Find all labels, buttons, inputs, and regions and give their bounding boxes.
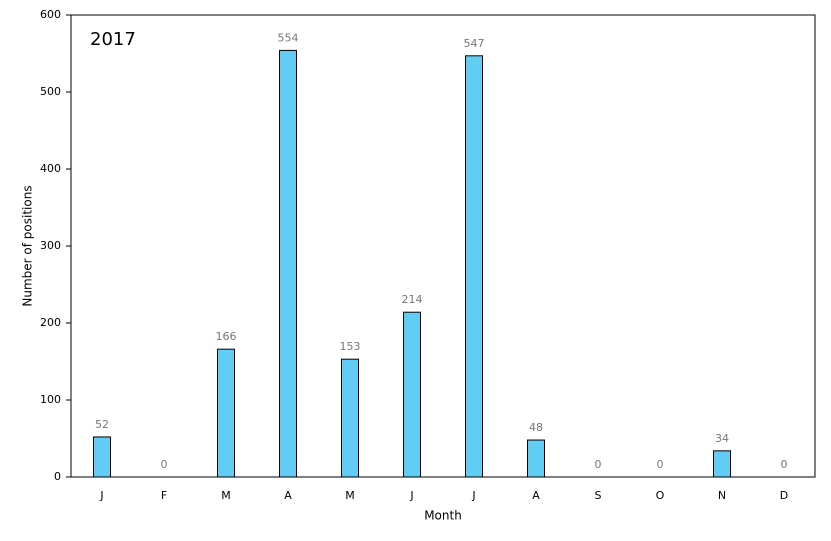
x-tick-label: M [221,489,231,502]
bar [217,348,235,478]
bar [341,358,359,478]
value-label: 166 [216,330,237,343]
y-tick-label: 100 [40,393,61,406]
x-tick-label: S [595,489,602,502]
x-tick-label: D [780,489,788,502]
x-tick-label: M [345,489,355,502]
bar [527,439,545,478]
y-tick-label: 200 [40,316,61,329]
y-tick-label: 300 [40,239,61,252]
value-label: 214 [402,293,423,306]
x-tick-label: O [656,489,665,502]
value-label: 34 [715,432,729,445]
x-tick-label: F [161,489,167,502]
y-tick-label: 500 [40,85,61,98]
y-axis-label: Number of positions [21,185,35,306]
plot-frame [70,14,816,478]
bar [279,49,297,478]
bar [465,55,483,478]
value-label: 0 [781,458,788,471]
value-label: 48 [529,421,543,434]
value-label: 554 [278,31,299,44]
bar [93,436,111,478]
value-label: 0 [595,458,602,471]
y-tick-label: 600 [40,8,61,21]
x-tick-label: J [409,489,413,502]
x-tick-label: J [471,489,475,502]
value-label: 52 [95,418,109,431]
value-label: 0 [161,458,168,471]
y-tick-label: 400 [40,162,61,175]
value-label: 547 [464,37,485,50]
x-tick-label: J [99,489,103,502]
x-tick-label: N [718,489,726,502]
bar [403,311,421,478]
bar [713,450,731,478]
value-label: 0 [657,458,664,471]
x-tick-label: A [532,489,540,502]
value-label: 153 [340,340,361,353]
x-axis-label: Month [424,509,462,523]
annotation: 2017 [90,29,136,50]
y-tick-label: 0 [54,470,61,483]
x-tick-label: A [284,489,292,502]
